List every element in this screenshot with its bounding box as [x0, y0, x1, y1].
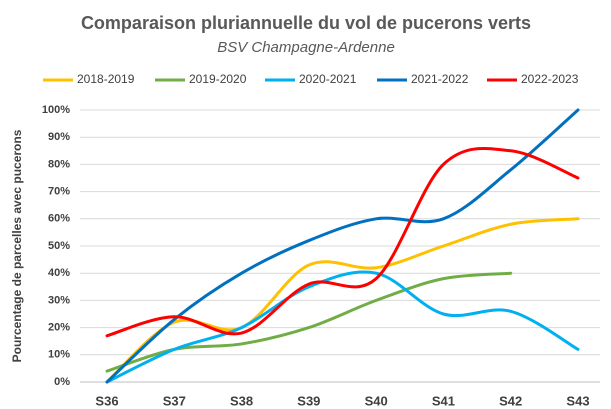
y-tick-label: 60% — [48, 213, 70, 225]
legend-label: 2022-2023 — [521, 72, 579, 86]
y-tick-label: 20% — [48, 322, 70, 334]
y-tick-label: 80% — [48, 158, 70, 170]
y-tick-label: 30% — [48, 294, 70, 306]
y-tick-label: 40% — [48, 267, 70, 279]
series-line — [105, 217, 580, 384]
y-axis-label: Pourcentage de parcelles avec pucerons — [10, 129, 24, 362]
y-tick-label: 100% — [42, 104, 70, 116]
x-tick-label: S36 — [95, 393, 118, 408]
series-line — [105, 270, 580, 384]
chart-subtitle: BSV Champagne-Ardenne — [217, 39, 395, 56]
x-tick-label: S38 — [230, 393, 253, 408]
x-tick-label: S40 — [365, 393, 388, 408]
y-tick-label: 0% — [54, 376, 70, 388]
x-tick-label: S43 — [566, 393, 589, 408]
x-tick-label: S37 — [163, 393, 186, 408]
legend-label: 2019-2020 — [189, 72, 247, 86]
y-tick-label: 70% — [48, 186, 70, 198]
x-tick-label: S39 — [297, 393, 320, 408]
legend-label: 2021-2022 — [411, 72, 469, 86]
x-tick-label: S42 — [499, 393, 522, 408]
y-tick-label: 50% — [48, 240, 70, 252]
legend-label: 2020-2021 — [299, 72, 357, 86]
x-tick-label: S41 — [432, 393, 455, 408]
series-line — [105, 147, 580, 338]
chart-title: Comparaison pluriannuelle du vol de puce… — [81, 13, 531, 33]
y-tick-label: 90% — [48, 131, 70, 143]
legend-label: 2018-2019 — [77, 72, 135, 86]
y-tick-label: 10% — [48, 349, 70, 361]
